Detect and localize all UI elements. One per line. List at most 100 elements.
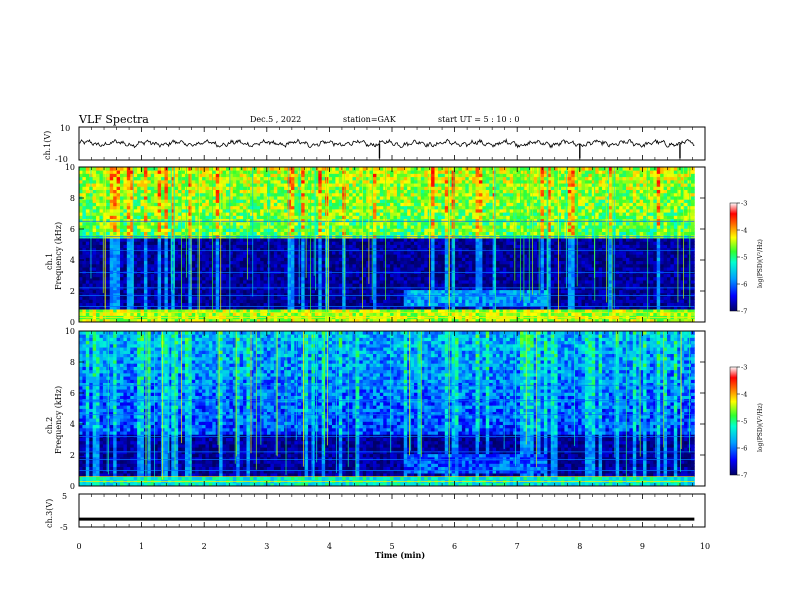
spectrogram-cell (393, 202, 398, 207)
spectrogram-cell (331, 286, 336, 291)
spectrogram-cell (92, 225, 97, 229)
spectrogram-cell (82, 196, 87, 200)
spectrogram-cell (366, 173, 370, 178)
spectrogram-cell (174, 176, 179, 181)
spectrogram-cell (263, 309, 268, 313)
spectrogram-cell (403, 247, 408, 252)
spectrogram-cell (366, 254, 370, 258)
spectrogram-cell (79, 208, 83, 213)
spectrogram-cell (403, 260, 408, 265)
spectrogram-cell (222, 263, 227, 268)
spectrogram-cell (311, 267, 316, 271)
spectrogram-cell (376, 241, 381, 245)
spectrogram-cell (154, 260, 159, 265)
spectrogram-cell (82, 250, 87, 255)
spectrogram-cell (249, 250, 254, 255)
spectrogram-cell (99, 228, 104, 232)
spectrogram-cell (178, 244, 182, 249)
spectrogram-cell (325, 179, 329, 184)
spectrogram-cell (386, 244, 391, 249)
spectrogram-cell (181, 199, 186, 203)
spectrogram-cell (256, 292, 261, 297)
spectrogram-cell (345, 205, 350, 210)
spectrogram-cell (133, 231, 138, 236)
spectrogram-cell (167, 215, 172, 220)
spectrogram-cell (263, 205, 268, 210)
spectrogram-cell (120, 170, 124, 174)
spectrogram-cell (232, 208, 237, 213)
spectrogram-cell (164, 286, 169, 291)
spectrogram-cell (123, 273, 128, 278)
spectrogram-cell (410, 292, 415, 297)
spectrogram-cell (386, 192, 391, 197)
spectrogram-cell (280, 167, 285, 171)
spectrogram-cell (376, 267, 381, 271)
spectrogram-cell (113, 302, 118, 307)
spectrogram-cell (243, 208, 247, 213)
spectrogram-cell (130, 250, 135, 255)
spectrogram-cell (202, 247, 206, 252)
spectrogram-cell (256, 250, 261, 255)
spectrogram-cell (123, 228, 128, 232)
spectrogram-cell (188, 312, 193, 316)
spectrogram-cell (263, 202, 268, 207)
spectrogram-cell (120, 179, 124, 184)
spectrogram-cell (260, 302, 265, 307)
spectrogram-cell (181, 221, 186, 226)
spectrogram-cell (137, 173, 141, 178)
spectrogram-cell (249, 179, 254, 184)
spectrogram-cell (331, 208, 336, 213)
spectrogram-cell (304, 309, 309, 313)
spectrogram-cell (226, 196, 230, 200)
spectrogram-cell (321, 263, 326, 268)
spectrogram-cell (96, 280, 100, 284)
spectrogram-cell (174, 318, 179, 323)
spectrogram-cell (246, 250, 251, 255)
spectrogram-cell (355, 318, 360, 323)
spectrogram-cell (256, 254, 261, 258)
spectrogram-cell (195, 176, 200, 181)
spectrogram-cell (393, 189, 398, 194)
spectrogram-cell (270, 167, 275, 171)
spectrogram-cell (311, 170, 316, 174)
spectrogram-cell (314, 212, 319, 216)
spectrogram-cell (85, 170, 90, 174)
spectrogram-cell (318, 228, 323, 232)
spectrogram-cell (205, 228, 210, 232)
spectrogram-cell (311, 199, 316, 203)
spectrogram-cell (349, 276, 353, 281)
spectrogram-cell (164, 247, 169, 252)
spectrogram-cell (82, 312, 87, 316)
spectrogram-cell (154, 254, 159, 258)
spectrogram-cell (273, 228, 278, 232)
spectrogram-cell (109, 312, 114, 316)
spectrogram-cell (171, 299, 176, 304)
spectrogram-cell (140, 247, 145, 252)
spectrogram-cell (349, 257, 353, 262)
spectrogram-cell (304, 302, 309, 307)
spectrogram-cell (164, 263, 169, 268)
spectrogram-cell (212, 309, 217, 313)
spectrogram-cell (376, 215, 381, 220)
spectrogram-cell (263, 296, 268, 300)
spectrogram-cell (236, 228, 241, 232)
spectrogram-cell (92, 183, 97, 187)
spectrogram-cell (212, 238, 217, 242)
spectrogram-cell (157, 225, 162, 229)
spectrogram-cell (403, 231, 408, 236)
spectrogram-cell (120, 260, 124, 265)
spectrogram-cell (287, 199, 292, 203)
spectrogram-cell (120, 196, 124, 200)
spectrogram-cell (157, 176, 162, 181)
spectrogram-cell (403, 199, 408, 203)
spectrogram-cell (352, 196, 357, 200)
spectrogram-cell (116, 276, 121, 281)
spectrogram-cell (202, 250, 206, 255)
spectrogram-cell (243, 218, 247, 223)
spectrogram-cell (338, 199, 343, 203)
spectrogram-cell (236, 244, 241, 249)
spectrogram-cell (229, 260, 234, 265)
spectrogram-cell (232, 241, 237, 245)
spectrogram-cell (99, 254, 104, 258)
spectrogram-cell (150, 254, 155, 258)
